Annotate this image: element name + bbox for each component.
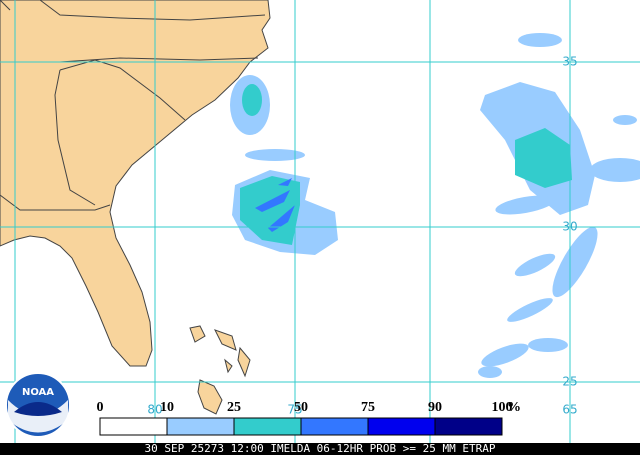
- legend-swatch: [300, 417, 369, 436]
- legend-unit: %: [507, 400, 521, 415]
- lon-label: 75: [287, 403, 302, 417]
- footer-text: 30 SEP 25273 12:00 IMELDA 06-12HR PROB >…: [145, 442, 496, 455]
- legend-label: 10: [160, 400, 174, 415]
- lon-label: 80: [147, 403, 162, 417]
- footer-bar: [0, 443, 640, 455]
- legend-label: 25: [227, 400, 241, 415]
- legend-swatch: [434, 417, 503, 436]
- legend-swatch: [233, 417, 302, 436]
- legend-label: 75: [361, 400, 375, 415]
- land: [0, 0, 271, 415]
- lon-label: 65: [562, 403, 577, 417]
- legend-swatch: [99, 417, 168, 436]
- lat-label: 35: [562, 55, 577, 69]
- legend-swatch: [367, 417, 436, 436]
- legend-swatch: [166, 417, 235, 436]
- legend: 0 10 25 50 75 90 100%: [97, 400, 521, 436]
- logo-text: NOAA: [22, 387, 54, 398]
- legend-label: 100: [492, 400, 513, 415]
- graticule: [0, 0, 640, 443]
- noaa-logo: NOAA: [5, 372, 71, 438]
- lat-label: 25: [562, 375, 577, 389]
- probability-areas: [230, 33, 640, 378]
- lat-label: 30: [562, 220, 577, 234]
- legend-label: 0: [97, 400, 104, 415]
- legend-label: 50: [294, 400, 308, 415]
- legend-label: 90: [428, 400, 442, 415]
